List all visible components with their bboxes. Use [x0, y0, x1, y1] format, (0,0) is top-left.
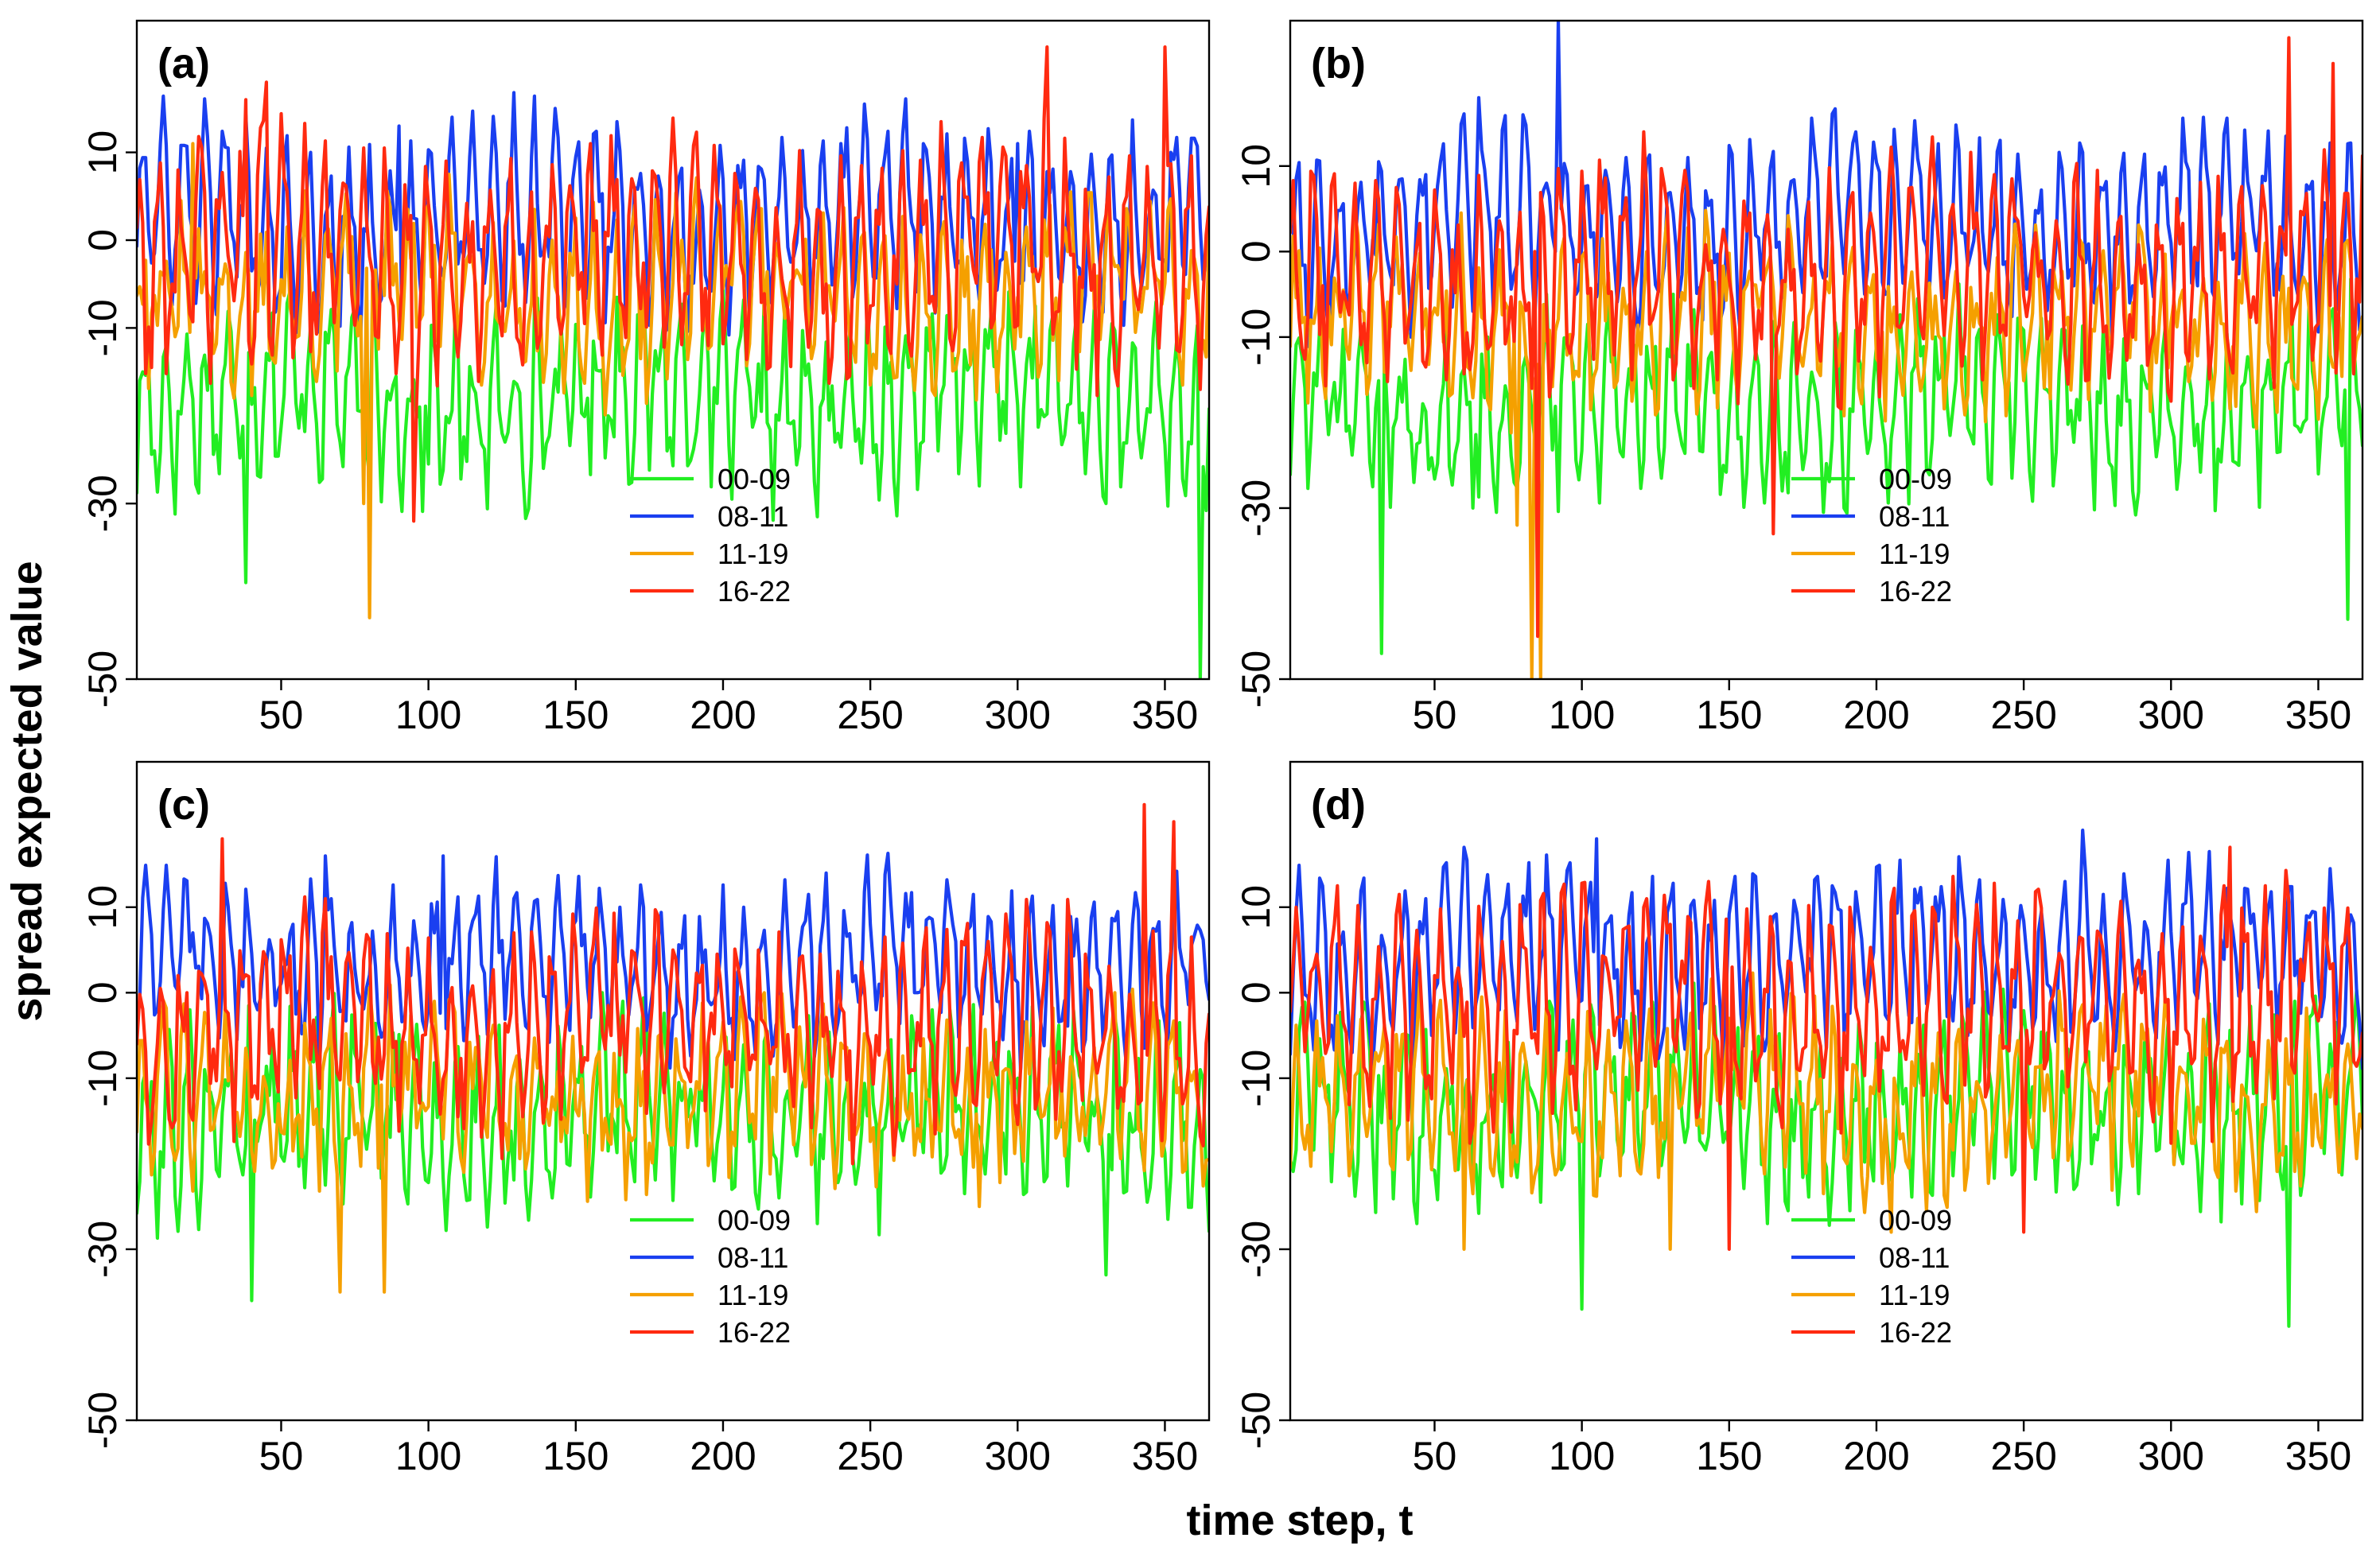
x-tick-label: 350 [1132, 1434, 1198, 1478]
plot-frame [1289, 19, 2364, 681]
y-tick-label: 0 [1234, 240, 1278, 262]
y-tick-label: -50 [1234, 1392, 1278, 1449]
legend-label: 11-19 [1879, 1279, 1950, 1311]
y-tick-label: 0 [80, 229, 125, 251]
x-tick-label: 50 [1413, 1434, 1457, 1478]
y-tick-label: 10 [1234, 885, 1278, 930]
x-tick-label: 150 [542, 693, 609, 737]
x-tick-label: 350 [2285, 693, 2351, 737]
y-tick-label: -30 [80, 475, 125, 532]
series-line-11-19 [137, 983, 1209, 1294]
legend-label: 11-19 [718, 538, 788, 570]
legend-label: 08-11 [1879, 500, 1950, 533]
y-tick-label: -50 [1234, 650, 1278, 708]
y-tick-label: 0 [1234, 981, 1278, 1004]
series-group [1290, 21, 2362, 679]
panel-label: (d) [1311, 781, 1366, 829]
y-tick-label: 10 [80, 130, 125, 175]
x-tick-label: 50 [259, 693, 304, 737]
legend-label: 16-22 [718, 1316, 791, 1349]
x-tick-label: 200 [690, 1434, 756, 1478]
series-line-00-09 [1290, 277, 2362, 655]
series-group [1290, 828, 2362, 1328]
x-tick-label: 350 [2285, 1434, 2351, 1478]
series-line-08-11 [137, 91, 1209, 338]
plot-frame [135, 760, 1211, 1422]
x-tick-label: 350 [1132, 693, 1198, 737]
series-line-16-22 [137, 802, 1209, 1166]
y-tick-label: -10 [1234, 309, 1278, 366]
x-tick-label: 50 [1413, 693, 1457, 737]
legend-label: 08-11 [718, 1241, 788, 1274]
panels: 50 100 150 200 250 300 350-50-30-10010(a)00-09… [80, 19, 2364, 1478]
legend-label: 00-09 [718, 463, 791, 495]
x-tick-label: 150 [542, 1434, 609, 1478]
x-tick-label: 150 [1696, 693, 1762, 737]
legend-label: 11-19 [718, 1279, 788, 1311]
legend: 00-09 08-11 11-19 16-22 [1791, 463, 1952, 608]
y-tick-label: -30 [80, 1221, 125, 1278]
legend-label: 16-22 [718, 575, 791, 608]
series-group [137, 802, 1209, 1303]
y-tick-label: -30 [1234, 480, 1278, 537]
x-tick-label: 300 [985, 1434, 1051, 1478]
series-line-16-22 [137, 45, 1209, 523]
legend-label: 08-11 [718, 500, 788, 533]
x-tick-label: 200 [1843, 1434, 1909, 1478]
y-tick-label: -50 [80, 650, 125, 708]
x-tick-label: 50 [259, 1434, 304, 1478]
panel-4: 50 100 150 200 250 300 350 -50 -30 -10 0 10 (d) 00-09… [1234, 760, 2364, 1478]
series-line-16-22 [1290, 845, 2362, 1252]
legend-label: 11-19 [1879, 538, 1950, 570]
panel-2: 50 100 150 200 250 300 350 -50 -30 -10 0 10 (b) 00-09… [1234, 19, 2364, 737]
x-tick-label: 300 [2138, 1434, 2204, 1478]
series-group [137, 45, 1209, 679]
x-tick-label: 200 [690, 693, 756, 737]
legend-label: 08-11 [1879, 1241, 1950, 1274]
x-tick-label: 300 [2138, 693, 2204, 737]
panel-1: 50 100 150 200 250 300 350 -50 -30 -10 0 10 (a) 00-09… [80, 19, 1211, 737]
legend-label: 00-09 [1879, 1204, 1952, 1237]
y-tick-label: 10 [80, 885, 125, 930]
y-tick-label: -10 [1234, 1050, 1278, 1107]
legend-label: 16-22 [1879, 1316, 1952, 1349]
y-tick-label: -10 [80, 1050, 125, 1107]
legend-label: 00-09 [1879, 463, 1952, 495]
series-line-00-09 [137, 286, 1209, 679]
panel-3: 50 100 150 200 250 300 350 -50 -30 -10 0 10 (c) 00-09… [80, 760, 1211, 1478]
x-tick-label: 150 [1696, 1434, 1762, 1478]
panel-label: (c) [158, 781, 210, 829]
legend: 00-09 08-11 11-19 16-22 [1791, 1204, 1952, 1349]
x-tick-label: 100 [1549, 1434, 1615, 1478]
y-tick-label: 10 [1234, 144, 1278, 188]
plot-frame [135, 19, 1211, 681]
x-tick-label: 250 [837, 693, 903, 737]
series-line-08-11 [137, 851, 1209, 1072]
y-axis-title: spread expected value [3, 561, 51, 1021]
legend: 00-09 08-11 11-19 16-22 [630, 1204, 791, 1349]
panel-label: (a) [158, 40, 210, 87]
x-tick-label: 200 [1843, 693, 1909, 737]
x-tick-label: 250 [1990, 693, 2056, 737]
y-tick-label: -10 [80, 299, 125, 356]
y-tick-label: 0 [80, 981, 125, 1004]
x-tick-label: 100 [395, 693, 461, 737]
y-tick-label: -30 [1234, 1221, 1278, 1278]
x-tick-label: 100 [1549, 693, 1615, 737]
x-tick-label: 250 [837, 1434, 903, 1478]
y-tick-label: -50 [80, 1392, 125, 1449]
legend-label: 00-09 [718, 1204, 791, 1237]
legend-label: 16-22 [1879, 575, 1952, 608]
x-tick-label: 300 [985, 693, 1051, 737]
series-line-16-22 [1290, 36, 2362, 639]
plot-frame [1289, 760, 2364, 1422]
x-tick-label: 100 [395, 1434, 461, 1478]
x-axis-title: time step, t [1186, 1497, 1413, 1544]
x-tick-label: 250 [1990, 1434, 2056, 1478]
legend: 00-09 08-11 11-19 16-22 [630, 463, 791, 608]
panel-label: (b) [1311, 40, 1366, 87]
